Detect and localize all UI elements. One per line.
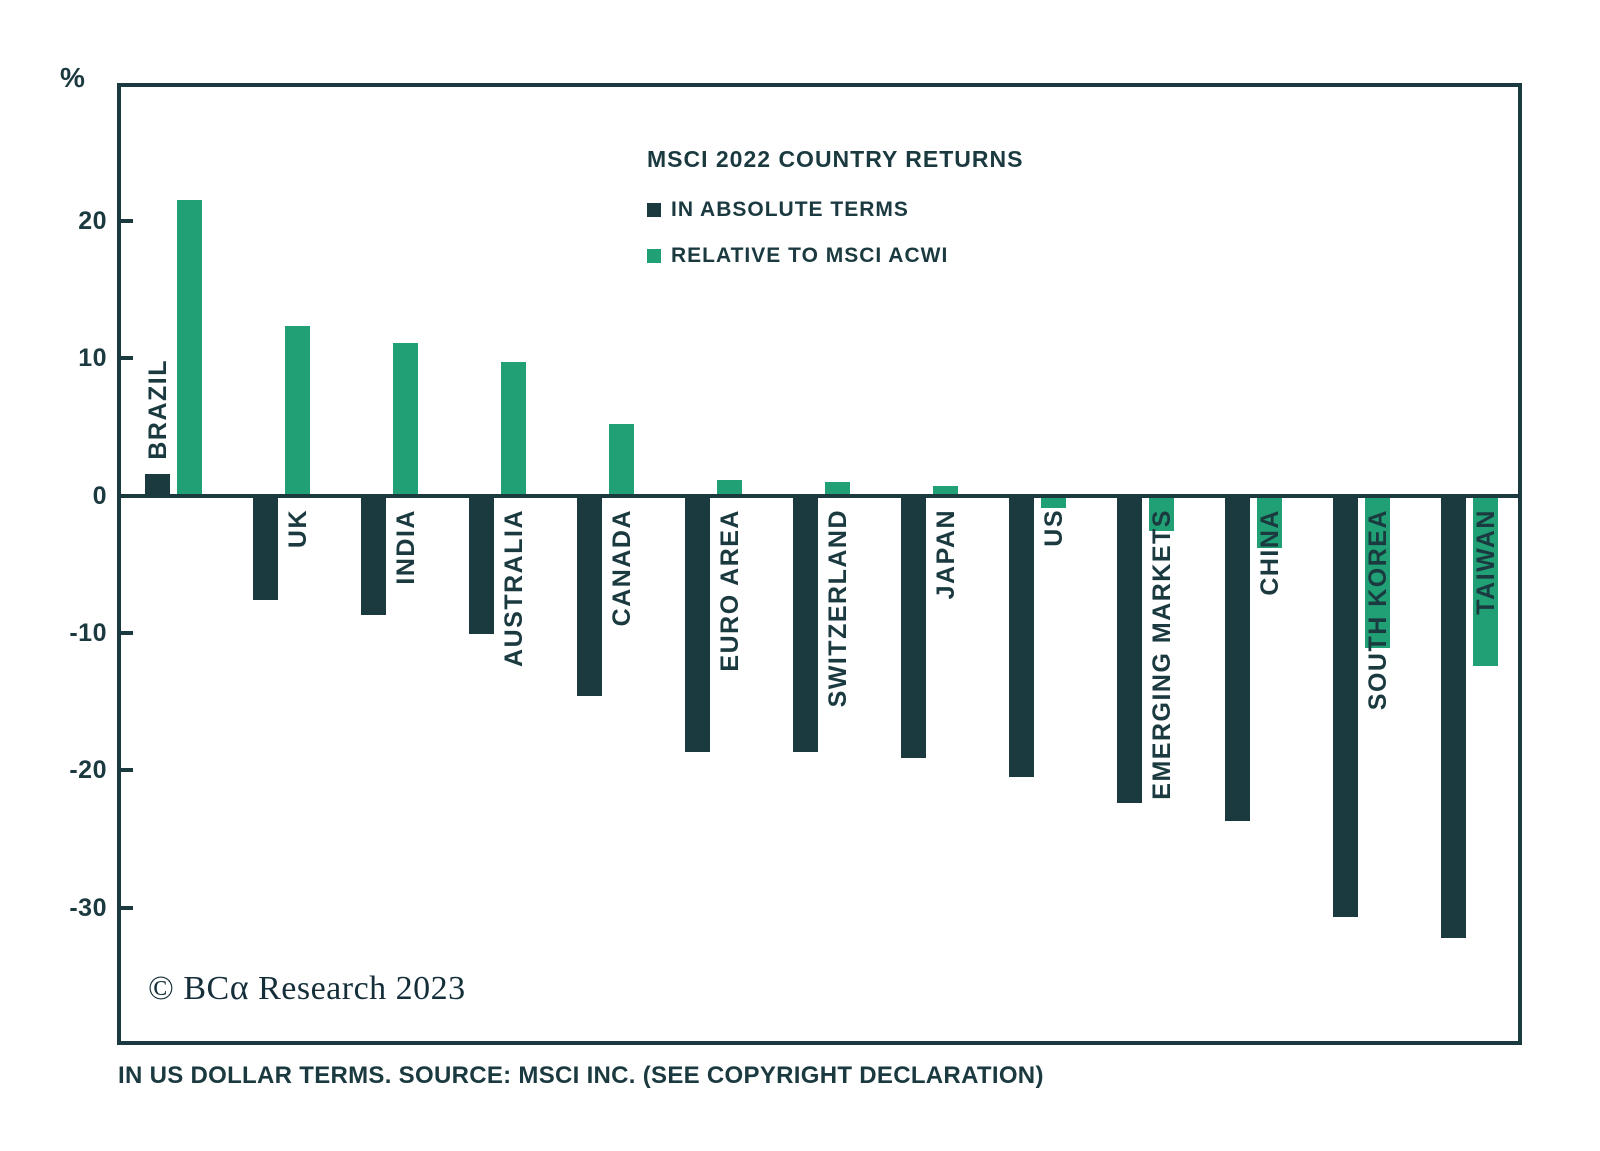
country-label-australia: AUSTRALIA: [499, 509, 528, 667]
country-label-switzerland: SWITZERLAND: [823, 509, 852, 708]
bar-relative-emerging-markets: [1149, 495, 1174, 532]
bar-absolute-emerging-markets: [1117, 495, 1142, 804]
country-label-euro-area: EURO AREA: [715, 509, 744, 672]
legend-swatch-relative: [647, 249, 661, 263]
country-label-canada: CANADA: [607, 509, 636, 627]
legend-swatch-absolute: [647, 203, 661, 217]
bar-relative-south-korea: [1365, 495, 1390, 648]
country-label-brazil: BRAZIL: [143, 358, 172, 460]
country-label-taiwan: TAIWAN: [1471, 509, 1500, 615]
copyright-note: © BCα Research 2023: [148, 966, 466, 1008]
country-label-india: INDIA: [391, 509, 420, 585]
bar-relative-taiwan: [1473, 495, 1498, 666]
y-tick-mark-10: [121, 356, 133, 361]
bar-relative-euro-area: [717, 480, 742, 496]
bar-relative-india: [393, 342, 418, 496]
bar-absolute-euro-area: [685, 495, 710, 753]
bar-relative-switzerland: [825, 481, 850, 496]
source-footnote: IN US DOLLAR TERMS. SOURCE: MSCI INC. (S…: [118, 1062, 1044, 1089]
copyright-suffix: Research 2023: [249, 970, 466, 1007]
y-tick-label--30: -30: [69, 893, 107, 922]
bar-absolute-south-korea: [1333, 495, 1358, 918]
chart-legend: IN ABSOLUTE TERMS RELATIVE TO MSCI ACWI: [647, 198, 949, 292]
copyright-prefix: © BC: [148, 970, 230, 1007]
bar-absolute-canada: [577, 495, 602, 697]
chart-title: MSCI 2022 COUNTRY RETURNS: [647, 146, 1024, 172]
bar-relative-us: [1041, 495, 1066, 508]
legend-label-absolute: IN ABSOLUTE TERMS: [671, 198, 909, 221]
bar-absolute-taiwan: [1441, 495, 1466, 938]
y-tick-mark-20: [121, 218, 133, 223]
bar-absolute-switzerland: [793, 495, 818, 753]
y-tick-label-0: 0: [92, 481, 107, 510]
y-tick-label--10: -10: [69, 618, 107, 647]
y-axis-unit-label: %: [60, 62, 86, 93]
country-label-uk: UK: [283, 509, 312, 549]
legend-item-relative: RELATIVE TO MSCI ACWI: [647, 244, 949, 267]
bar-absolute-australia: [469, 495, 494, 635]
bar-absolute-japan: [901, 495, 926, 758]
bar-relative-australia: [501, 362, 526, 496]
bar-absolute-china: [1225, 495, 1250, 822]
copyright-alpha-glyph: α: [229, 967, 250, 1007]
bar-relative-brazil: [177, 200, 202, 496]
bar-absolute-uk: [253, 495, 278, 600]
country-label-us: US: [1039, 509, 1068, 547]
y-tick-mark--10: [121, 630, 133, 635]
bar-relative-japan: [933, 485, 958, 496]
y-tick-label--20: -20: [69, 756, 107, 785]
bar-absolute-brazil: [145, 473, 170, 496]
y-tick-label-20: 20: [78, 206, 107, 235]
y-tick-label-10: 10: [78, 344, 107, 373]
zero-axis-line: [117, 493, 1522, 498]
y-tick-mark--20: [121, 768, 133, 773]
country-label-south-korea: SOUTH KOREA: [1363, 509, 1392, 711]
legend-item-absolute: IN ABSOLUTE TERMS: [647, 198, 948, 221]
country-label-china: CHINA: [1255, 509, 1284, 596]
plot-frame: [117, 83, 1522, 1045]
bar-relative-canada: [609, 424, 634, 496]
bar-relative-china: [1257, 495, 1282, 548]
bar-relative-uk: [285, 326, 310, 496]
country-label-japan: JAPAN: [931, 509, 960, 600]
bar-absolute-india: [361, 495, 386, 616]
y-tick-mark--30: [121, 905, 133, 910]
country-label-emerging-markets: EMERGING MARKETS: [1147, 509, 1176, 800]
bar-absolute-us: [1009, 495, 1034, 778]
legend-label-relative: RELATIVE TO MSCI ACWI: [671, 244, 949, 267]
